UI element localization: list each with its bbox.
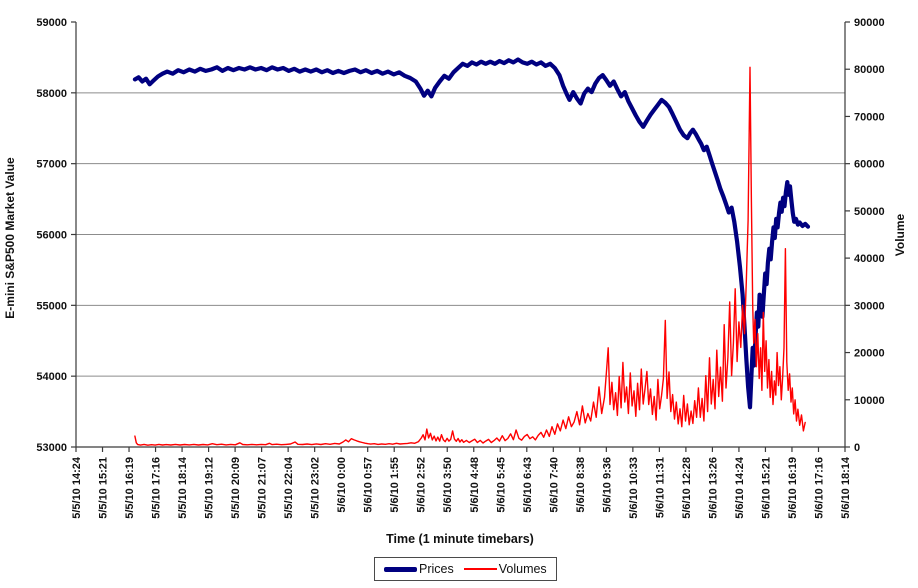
legend-label-prices: Prices [419, 562, 454, 576]
x-axis-tick-label: 5/5/10 16:19 [124, 457, 136, 519]
left-axis-tick-label: 57000 [36, 159, 67, 171]
x-axis-tick-label: 5/6/10 18:14 [840, 456, 852, 519]
prices-line-icon [384, 566, 417, 572]
x-axis-tick-label: 5/5/10 18:14 [177, 456, 189, 519]
x-axis-tick-label: 5/6/10 16:19 [787, 457, 799, 519]
x-axis-tick-label: 5/5/10 14:24 [71, 456, 83, 519]
x-axis-tick-label: 5/5/10 15:21 [98, 457, 110, 519]
x-axis-tick-label: 5/6/10 7:40 [548, 457, 560, 513]
x-axis-tick-label: 5/6/10 17:16 [813, 457, 825, 519]
x-axis-tick-label: 5/6/10 14:24 [734, 456, 746, 519]
right-axis-tick-label: 10000 [854, 395, 885, 407]
x-axis-tick-label: 5/5/10 19:12 [204, 457, 216, 519]
x-axis-tick-label: 5/5/10 23:02 [310, 457, 322, 519]
x-axis-tick-label: 5/5/10 20:09 [230, 457, 242, 519]
x-axis-tick-label: 5/6/10 0:57 [363, 457, 375, 513]
x-axis-tick-label: 5/6/10 2:52 [416, 457, 428, 513]
right-axis-tick-label: 0 [854, 442, 860, 454]
left-axis-tick-label: 58000 [36, 88, 67, 100]
left-axis-tick-label: 59000 [36, 17, 67, 29]
x-axis-tick-label: 5/6/10 12:28 [681, 457, 693, 519]
x-axis-tick-label: 5/5/10 22:04 [283, 456, 295, 519]
legend-label-volumes: Volumes [498, 562, 547, 576]
x-axis-tick-label: 5/6/10 6:43 [522, 457, 534, 513]
x-axis-tick-label: 5/6/10 8:38 [575, 457, 587, 513]
x-axis-tick-label: 5/6/10 13:26 [707, 457, 719, 519]
right-axis-tick-label: 30000 [854, 300, 885, 312]
right-axis-title: Volume [893, 213, 907, 256]
x-axis-tick-label: 5/6/10 11:31 [654, 457, 666, 518]
right-axis-tick-label: 80000 [854, 64, 885, 76]
x-axis-tick-label: 5/5/10 17:16 [151, 457, 163, 519]
right-axis-tick-label: 40000 [854, 253, 885, 265]
x-axis-tick-label: 5/6/10 15:21 [760, 457, 772, 519]
x-axis-tick-label: 5/6/10 1:55 [389, 457, 401, 513]
x-axis-tick-label: 5/6/10 0:00 [336, 457, 348, 513]
x-axis-title: Time (1 minute timebars) [386, 532, 534, 546]
legend-item-prices: Prices [384, 562, 454, 576]
left-axis-tick-label: 54000 [36, 371, 67, 383]
right-axis-tick-label: 60000 [854, 159, 885, 171]
series-line-prices [132, 57, 811, 410]
x-axis-tick-label: 5/6/10 9:36 [601, 457, 613, 513]
right-axis-tick-label: 90000 [854, 17, 885, 29]
right-axis-tick-label: 70000 [854, 111, 885, 123]
x-axis-tick-label: 5/5/10 21:07 [257, 457, 269, 519]
x-axis-tick-label: 5/6/10 5:45 [495, 457, 507, 513]
series-line-volumes [134, 66, 806, 446]
left-axis-tick-label: 55000 [36, 300, 67, 312]
legend: Prices Volumes [374, 557, 557, 581]
left-axis-tick-label: 53000 [36, 442, 67, 454]
left-axis-title: E-mini S&P500 Market Value [3, 157, 17, 319]
right-axis-tick-label: 50000 [854, 206, 885, 218]
x-axis-tick-label: 5/6/10 4:48 [469, 457, 481, 513]
x-axis-tick-label: 5/6/10 10:33 [628, 457, 640, 519]
x-axis-tick-label: 5/6/10 3:50 [442, 457, 454, 513]
right-axis-tick-label: 20000 [854, 348, 885, 360]
volumes-line-icon [463, 568, 497, 570]
legend-item-volumes: Volumes [463, 562, 547, 576]
left-axis-tick-label: 56000 [36, 230, 67, 242]
